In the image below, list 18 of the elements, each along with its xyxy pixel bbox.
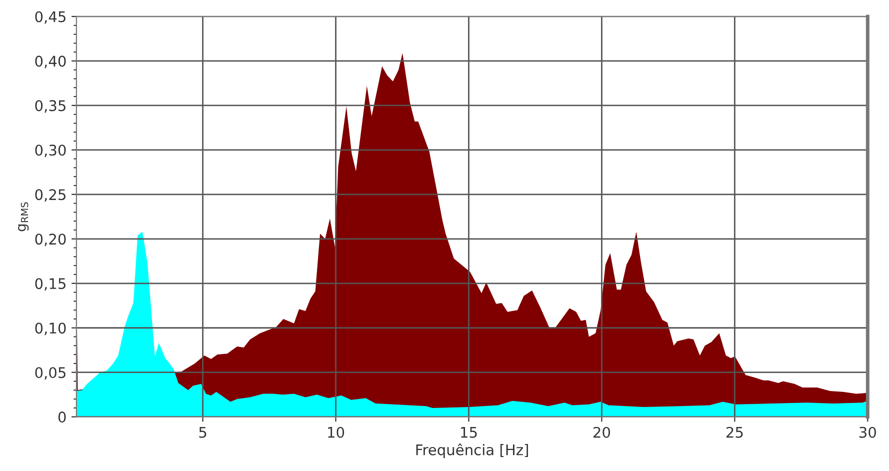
- x-axis-title: Frequência [Hz]: [416, 443, 528, 458]
- y-tick-label: 0,20: [35, 234, 66, 246]
- y-tick-label: 0: [58, 412, 66, 423]
- y-tick-label: 0,40: [35, 56, 66, 68]
- y-tick-label: 0,10: [35, 322, 66, 336]
- y-tick-label: 0,25: [35, 189, 66, 202]
- y-tick-label: 0,35: [35, 100, 66, 113]
- x-tick-label: 15: [461, 427, 477, 438]
- y-tick-label: 0,05: [35, 367, 66, 380]
- y-tick-label: 0,45: [35, 11, 66, 24]
- y-axis-title: g$_{RMS}$: [18, 202, 29, 232]
- x-tick-label: 30: [859, 426, 876, 438]
- x-tick-label: 20: [594, 426, 610, 438]
- x-tick-label: 25: [726, 426, 743, 438]
- y-tick-label: 0,30: [35, 144, 66, 158]
- x-tick-label: 5: [199, 427, 206, 438]
- y-tick-label: 0,15: [35, 278, 66, 291]
- x-tick-label: 10: [328, 426, 344, 438]
